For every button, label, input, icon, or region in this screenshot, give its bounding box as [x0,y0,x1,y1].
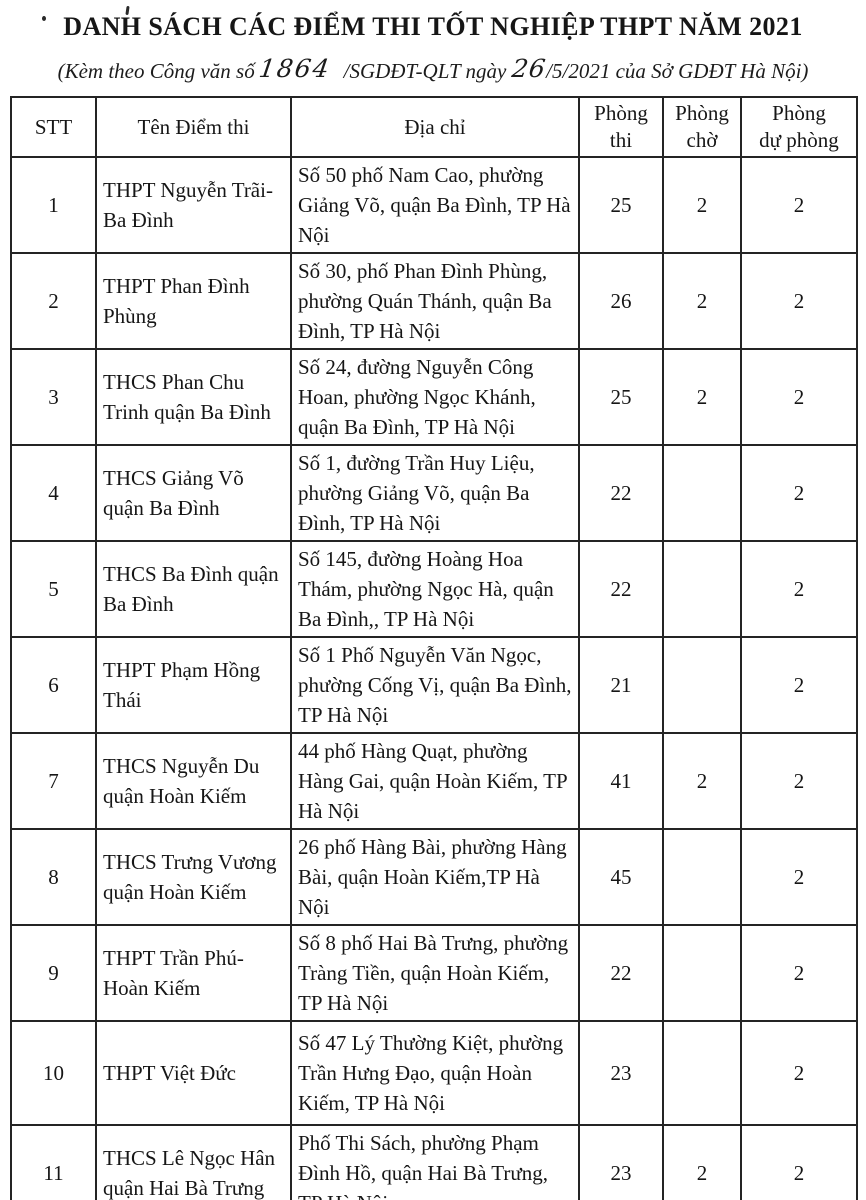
cell-address: Số 1 Phố Nguyễn Văn Ngọc, phường Cống Vị… [290,636,580,734]
cell-stt: 9 [10,924,97,1022]
cell-stt: 8 [10,828,97,926]
header-exam-rooms: Phòng thi [578,96,664,158]
cell-exam-rooms: 26 [578,252,664,350]
cell-school-name: THPT Việt Đức [95,1020,292,1126]
cell-waiting-rooms: 2 [662,252,742,350]
scan-artifact [42,16,46,21]
table-row: 10 THPT Việt Đức Số 47 Lý Thường Kiệt, p… [10,1020,858,1126]
handwritten-doc-number: 1864 [256,54,333,83]
cell-stt: 6 [10,636,97,734]
cell-address: Số 30, phố Phan Đình Phùng, phường Quán … [290,252,580,350]
cell-backup-rooms: 2 [740,252,858,350]
cell-backup-rooms: 2 [740,732,858,830]
cell-stt: 5 [10,540,97,638]
table-row: 3 THCS Phan Chu Trinh quận Ba Đình Số 24… [10,348,858,446]
cell-backup-rooms: 2 [740,828,858,926]
cell-backup-rooms: 2 [740,1124,858,1200]
handwritten-day: 26 [510,54,549,83]
cell-address: Phố Thi Sách, phường Phạm Đình Hồ, quận … [290,1124,580,1200]
cell-waiting-rooms [662,1020,742,1126]
cell-waiting-rooms: 2 [662,1124,742,1200]
cell-waiting-rooms [662,636,742,734]
cell-school-name: THPT Phan Đình Phùng [95,252,292,350]
page-title: DANH SÁCH CÁC ĐIỂM THI TỐT NGHIỆP THPT N… [63,12,803,41]
cell-stt: 3 [10,348,97,446]
cell-waiting-rooms [662,924,742,1022]
cell-school-name: THCS Ba Đình quận Ba Đình [95,540,292,638]
cell-backup-rooms: 2 [740,1020,858,1126]
cell-address: Số 50 phố Nam Cao, phường Giảng Võ, quận… [290,156,580,254]
cell-waiting-rooms: 2 [662,732,742,830]
cell-exam-rooms: 22 [578,924,664,1022]
table-row: 5 THCS Ba Đình quận Ba Đình Số 145, đườn… [10,540,858,638]
cell-school-name: THCS Phan Chu Trinh quận Ba Đình [95,348,292,446]
cell-waiting-rooms [662,444,742,542]
cell-backup-rooms: 2 [740,444,858,542]
cell-exam-rooms: 45 [578,828,664,926]
subtitle-middle: /SGDĐT-QLT ngày [343,59,507,83]
cell-exam-rooms: 25 [578,156,664,254]
cell-backup-rooms: 2 [740,540,858,638]
cell-stt: 4 [10,444,97,542]
cell-exam-rooms: 23 [578,1020,664,1126]
cell-school-name: THCS Trưng Vương quận Hoàn Kiếm [95,828,292,926]
cell-waiting-rooms [662,828,742,926]
cell-stt: 11 [10,1124,97,1200]
cell-school-name: THCS Nguyễn Du quận Hoàn Kiếm [95,732,292,830]
cell-waiting-rooms: 2 [662,348,742,446]
table-row: 4 THCS Giảng Võ quận Ba Đình Số 1, đường… [10,444,858,542]
header-waiting-rooms: Phòng chờ [662,96,742,158]
cell-backup-rooms: 2 [740,636,858,734]
header-site-name: Tên Điểm thi [95,96,292,158]
cell-address: Số 47 Lý Thường Kiệt, phường Trần Hưng Đ… [290,1020,580,1126]
header-stt: STT [10,96,97,158]
table-row: 2 THPT Phan Đình Phùng Số 30, phố Phan Đ… [10,252,858,350]
cell-stt: 10 [10,1020,97,1126]
cell-school-name: THCS Lê Ngọc Hân quận Hai Bà Trưng [95,1124,292,1200]
cell-school-name: THPT Phạm Hồng Thái [95,636,292,734]
header-address: Địa chỉ [290,96,580,158]
table-row: 1 THPT Nguyễn Trãi-Ba Đình Số 50 phố Nam… [10,156,858,254]
table-row: 8 THCS Trưng Vương quận Hoàn Kiếm 26 phố… [10,828,858,926]
table-header-row: STT Tên Điểm thi Địa chỉ Phòng thi Phòng… [10,96,858,158]
table-row: 6 THPT Phạm Hồng Thái Số 1 Phố Nguyễn Vă… [10,636,858,734]
cell-exam-rooms: 22 [578,444,664,542]
cell-backup-rooms: 2 [740,924,858,1022]
cell-school-name: THPT Trần Phú-Hoàn Kiếm [95,924,292,1022]
cell-stt: 7 [10,732,97,830]
cell-backup-rooms: 2 [740,156,858,254]
subtitle-prefix: (Kèm theo Công văn số [57,59,255,83]
subtitle: (Kèm theo Công văn số1864 /SGDĐT-QLT ngà… [10,54,856,84]
header-backup-rooms: Phòng dự phòng [740,96,858,158]
cell-school-name: THPT Nguyễn Trãi-Ba Đình [95,156,292,254]
subtitle-suffix: /5/2021 của Sở GDĐT Hà Nội) [546,59,809,83]
cell-stt: 1 [10,156,97,254]
cell-exam-rooms: 22 [578,540,664,638]
cell-stt: 2 [10,252,97,350]
table-row: 7 THCS Nguyễn Du quận Hoàn Kiếm 44 phố H… [10,732,858,830]
cell-address: 26 phố Hàng Bài, phường Hàng Bài, quận H… [290,828,580,926]
cell-address: 44 phố Hàng Quạt, phường Hàng Gai, quận … [290,732,580,830]
cell-address: Số 24, đường Nguyễn Công Hoan, phường Ng… [290,348,580,446]
cell-school-name: THCS Giảng Võ quận Ba Đình [95,444,292,542]
cell-address: Số 145, đường Hoàng Hoa Thám, phường Ngọ… [290,540,580,638]
cell-address: Số 1, đường Trần Huy Liệu, phường Giảng … [290,444,580,542]
cell-waiting-rooms [662,540,742,638]
cell-exam-rooms: 21 [578,636,664,734]
cell-address: Số 8 phố Hai Bà Trưng, phường Tràng Tiền… [290,924,580,1022]
cell-waiting-rooms: 2 [662,156,742,254]
exam-sites-table: STT Tên Điểm thi Địa chỉ Phòng thi Phòng… [10,96,858,1200]
cell-exam-rooms: 23 [578,1124,664,1200]
table-row: 11 THCS Lê Ngọc Hân quận Hai Bà Trưng Ph… [10,1124,858,1200]
cell-backup-rooms: 2 [740,348,858,446]
table-row: 9 THPT Trần Phú-Hoàn Kiếm Số 8 phố Hai B… [10,924,858,1022]
cell-exam-rooms: 41 [578,732,664,830]
cell-exam-rooms: 25 [578,348,664,446]
